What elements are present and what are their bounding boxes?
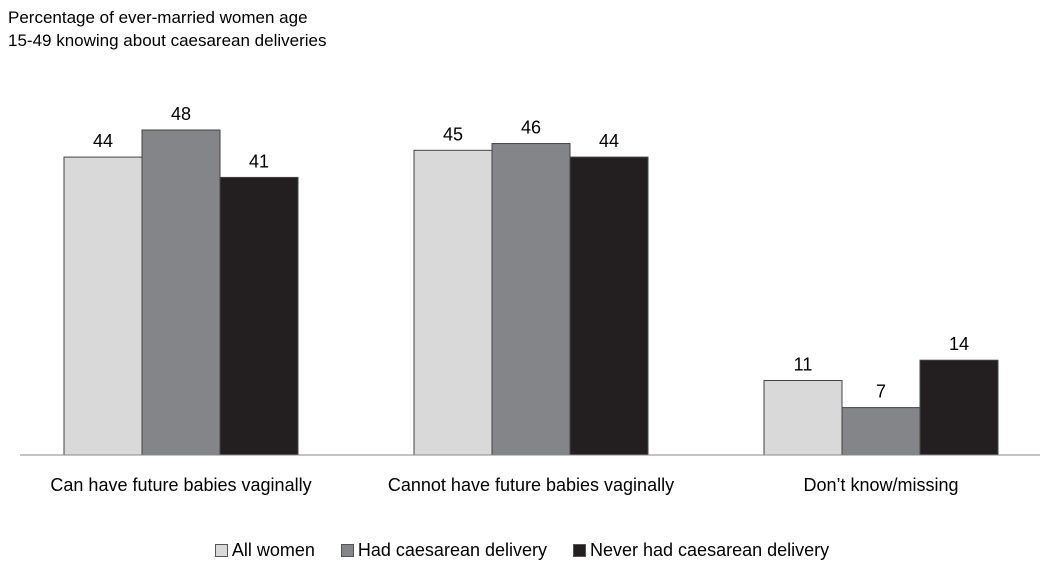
bar [763,380,843,456]
legend-item: Had caesarean delivery [340,540,547,561]
legend-swatch [573,544,586,557]
value-label: 14 [949,334,969,354]
chart-title: 15-49 knowing about caesarean deliveries [8,31,327,50]
bar [919,359,999,456]
bar [219,176,299,456]
legend-item: Never had caesarean delivery [573,540,829,561]
x-tick-label: Don’t know/missing [803,475,959,495]
chart-title: Percentage of ever-married women age [8,8,308,27]
bar [63,156,143,456]
bar [569,156,649,456]
bar [413,149,493,456]
legend-swatch [340,544,354,557]
legend-label: Had caesarean delivery [357,540,547,560]
bar [841,407,921,456]
value-label: 48 [171,104,191,124]
value-label: 44 [599,131,619,151]
value-label: 7 [876,382,886,402]
value-label: 46 [521,118,541,138]
x-tick-label: Can have future babies vaginally [50,475,312,495]
legend-swatch [214,544,228,557]
x-tick-label: Cannot have future babies vaginally [387,475,675,495]
value-label: 44 [93,131,113,151]
value-label: 11 [794,355,813,375]
legend: All women Had caesarean delivery Never had… [0,540,1044,561]
legend-label: All women [231,540,315,560]
legend-label: Never had caesarean delivery [590,540,830,560]
value-label: 45 [443,124,463,144]
value-label: 41 [249,151,269,171]
bar [141,129,221,456]
legend-item: All women [214,540,315,561]
bar [491,143,571,456]
